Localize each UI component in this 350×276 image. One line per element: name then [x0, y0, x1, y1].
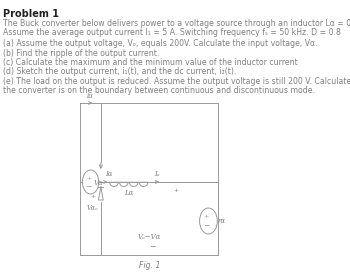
Text: +: + — [90, 194, 95, 199]
Text: The Buck converter below delivers power to a voltage source through an inductor : The Buck converter below delivers power … — [3, 19, 350, 28]
Text: (b) Find the ripple of the output current.: (b) Find the ripple of the output curren… — [3, 49, 159, 58]
Text: iα: iα — [87, 92, 94, 100]
Text: +: + — [204, 214, 209, 219]
Text: −: − — [149, 243, 156, 251]
Text: (d) Sketch the output current, i₁(t), and the dc current, i₂(t).: (d) Sketch the output current, i₁(t), an… — [3, 67, 236, 76]
Text: (c) Calculate the maximum and the minimum value of the inductor current: (c) Calculate the maximum and the minimu… — [3, 58, 298, 67]
Text: −: − — [203, 222, 210, 230]
Text: Assume the average output current I₁ = 5 A. Switching frequency fₛ = 50 kHz. D =: Assume the average output current I₁ = 5… — [3, 28, 341, 37]
Text: Vₒ−Vα: Vₒ−Vα — [138, 233, 161, 241]
Text: Problem 1: Problem 1 — [3, 9, 59, 19]
Text: Lα: Lα — [124, 189, 133, 197]
Text: Vαₒ: Vαₒ — [87, 203, 98, 211]
Text: −: − — [85, 182, 92, 192]
Text: Iₒ: Iₒ — [154, 170, 159, 178]
Text: Iα: Iα — [106, 170, 113, 178]
Text: +: + — [174, 187, 179, 192]
Text: Fig. 1: Fig. 1 — [139, 261, 161, 270]
Text: rα: rα — [218, 217, 226, 225]
Text: Vα: Vα — [93, 179, 103, 187]
Text: the converter is on the boundary between continuous and discontinuous mode.: the converter is on the boundary between… — [3, 86, 315, 95]
Text: (e) The load on the output is reduced. Assume the output voltage is still 200 V.: (e) The load on the output is reduced. A… — [3, 77, 350, 86]
Text: +: + — [86, 176, 91, 181]
Text: (a) Assume the output voltage, Vₒ, equals 200V. Calculate the input voltage, Vα.: (a) Assume the output voltage, Vₒ, equal… — [3, 39, 317, 48]
